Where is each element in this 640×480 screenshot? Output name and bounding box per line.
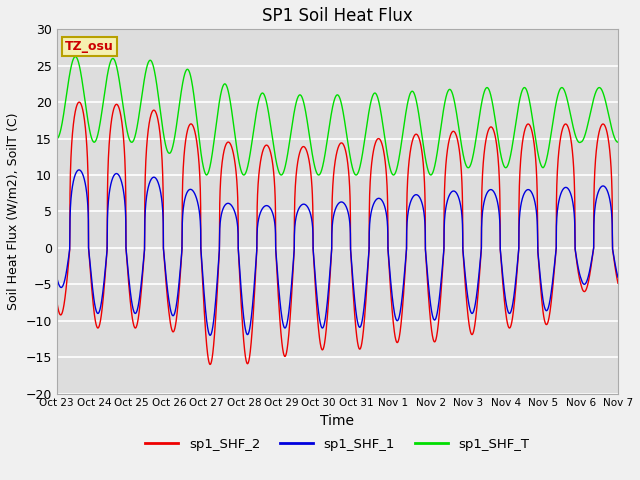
sp1_SHF_2 <box>604 131 611 137</box>
Y-axis label: Soil Heat Flux (W/m2), SoilT (C): Soil Heat Flux (W/m2), SoilT (C) <box>7 113 20 310</box>
sp1_SHF_2 <box>614 280 622 286</box>
sp1_SHF_2 <box>543 322 550 327</box>
Legend: sp1_SHF_2, sp1_SHF_1, sp1_SHF_T: sp1_SHF_2, sp1_SHF_1, sp1_SHF_T <box>140 432 534 456</box>
sp1_SHF_2 <box>206 361 214 367</box>
sp1_SHF_T <box>604 106 611 112</box>
sp1_SHF_1 <box>53 275 61 280</box>
sp1_SHF_2 <box>150 108 158 113</box>
sp1_SHF_1 <box>206 333 214 338</box>
sp1_SHF_1 <box>75 167 83 173</box>
sp1_SHF_T <box>293 98 301 104</box>
sp1_SHF_1 <box>117 177 125 183</box>
sp1_SHF_T <box>72 54 79 60</box>
sp1_SHF_1 <box>614 275 622 280</box>
sp1_SHF_1 <box>604 188 611 194</box>
Line: sp1_SHF_2: sp1_SHF_2 <box>57 102 618 364</box>
sp1_SHF_T <box>150 67 158 73</box>
sp1_SHF_2 <box>53 298 61 304</box>
sp1_SHF_T <box>614 139 622 145</box>
Line: sp1_SHF_1: sp1_SHF_1 <box>57 170 618 336</box>
sp1_SHF_1 <box>150 174 158 180</box>
sp1_SHF_T <box>53 136 61 142</box>
sp1_SHF_T <box>543 155 550 161</box>
sp1_SHF_2 <box>269 158 276 164</box>
Title: SP1 Soil Heat Flux: SP1 Soil Heat Flux <box>262 7 413 25</box>
sp1_SHF_1 <box>543 308 550 313</box>
Line: sp1_SHF_T: sp1_SHF_T <box>57 57 618 175</box>
sp1_SHF_1 <box>269 209 276 215</box>
sp1_SHF_2 <box>117 113 125 119</box>
sp1_SHF_T <box>203 172 211 178</box>
sp1_SHF_2 <box>76 99 83 105</box>
Text: TZ_osu: TZ_osu <box>65 40 114 53</box>
sp1_SHF_T <box>117 88 125 94</box>
sp1_SHF_2 <box>293 167 301 173</box>
sp1_SHF_1 <box>293 212 301 217</box>
X-axis label: Time: Time <box>321 414 355 428</box>
sp1_SHF_T <box>269 135 276 141</box>
